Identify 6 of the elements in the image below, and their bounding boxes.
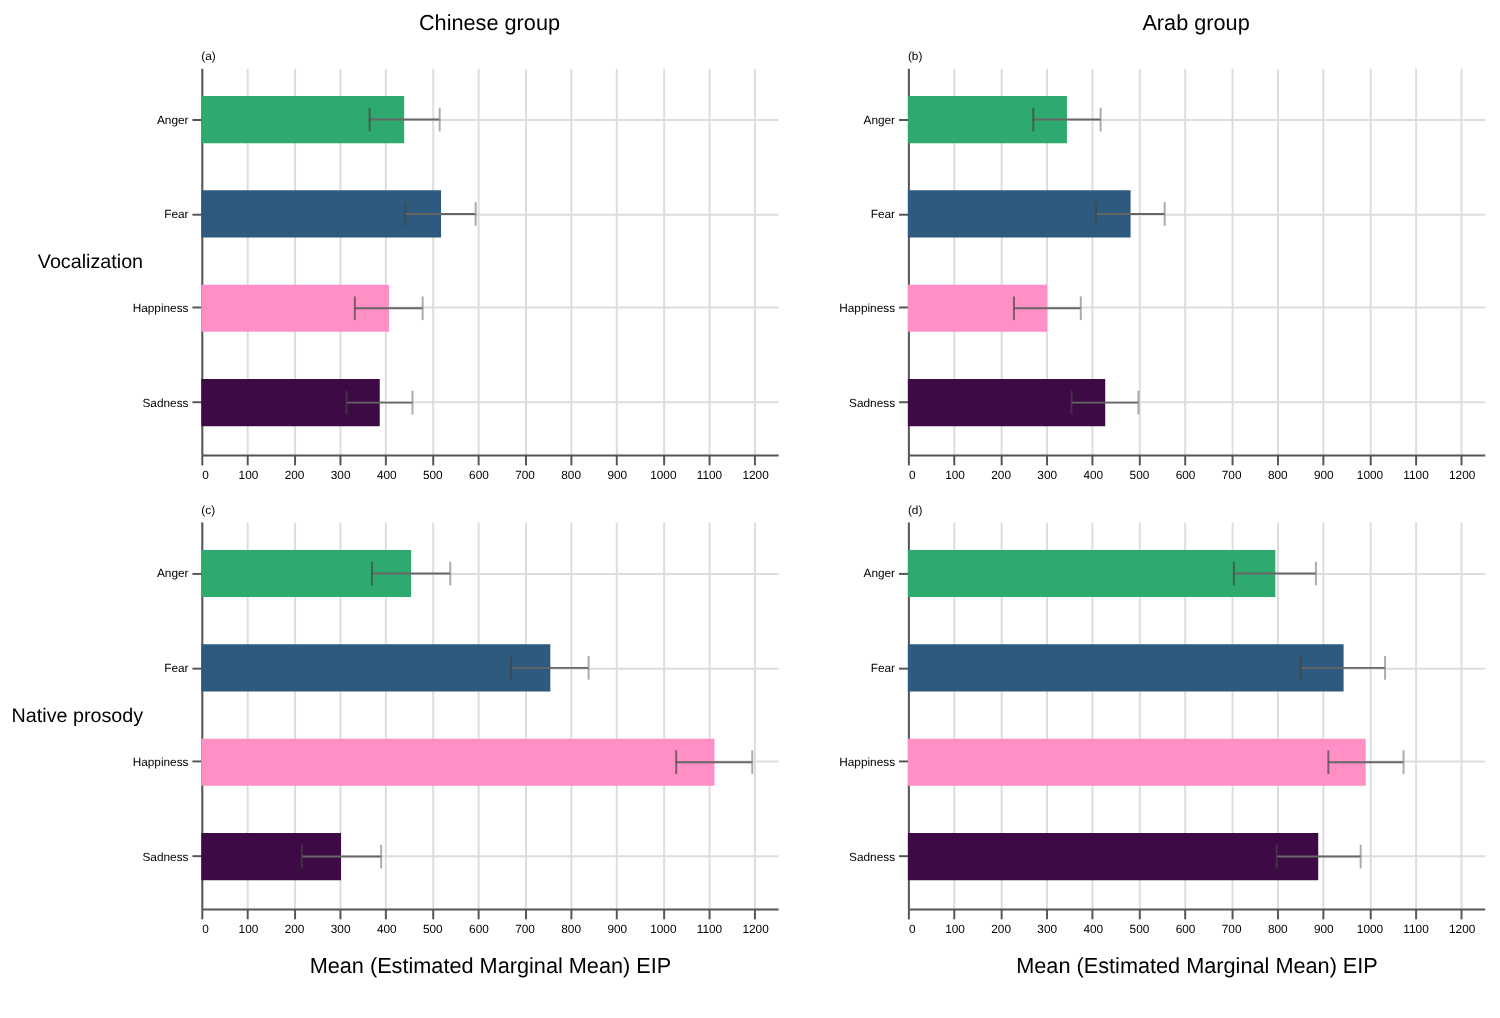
chart-title: Arab group	[1142, 12, 1250, 37]
x-axis-title: Mean (Estimated Marginal Mean) EIP	[1016, 954, 1378, 979]
x-axis-title: Mean (Estimated Marginal Mean) EIP	[309, 954, 672, 979]
y-axis-title: Native prosody	[11, 705, 144, 728]
y-axis-title: Vocalization	[37, 252, 144, 275]
chart-title: Chinese group	[418, 12, 561, 37]
